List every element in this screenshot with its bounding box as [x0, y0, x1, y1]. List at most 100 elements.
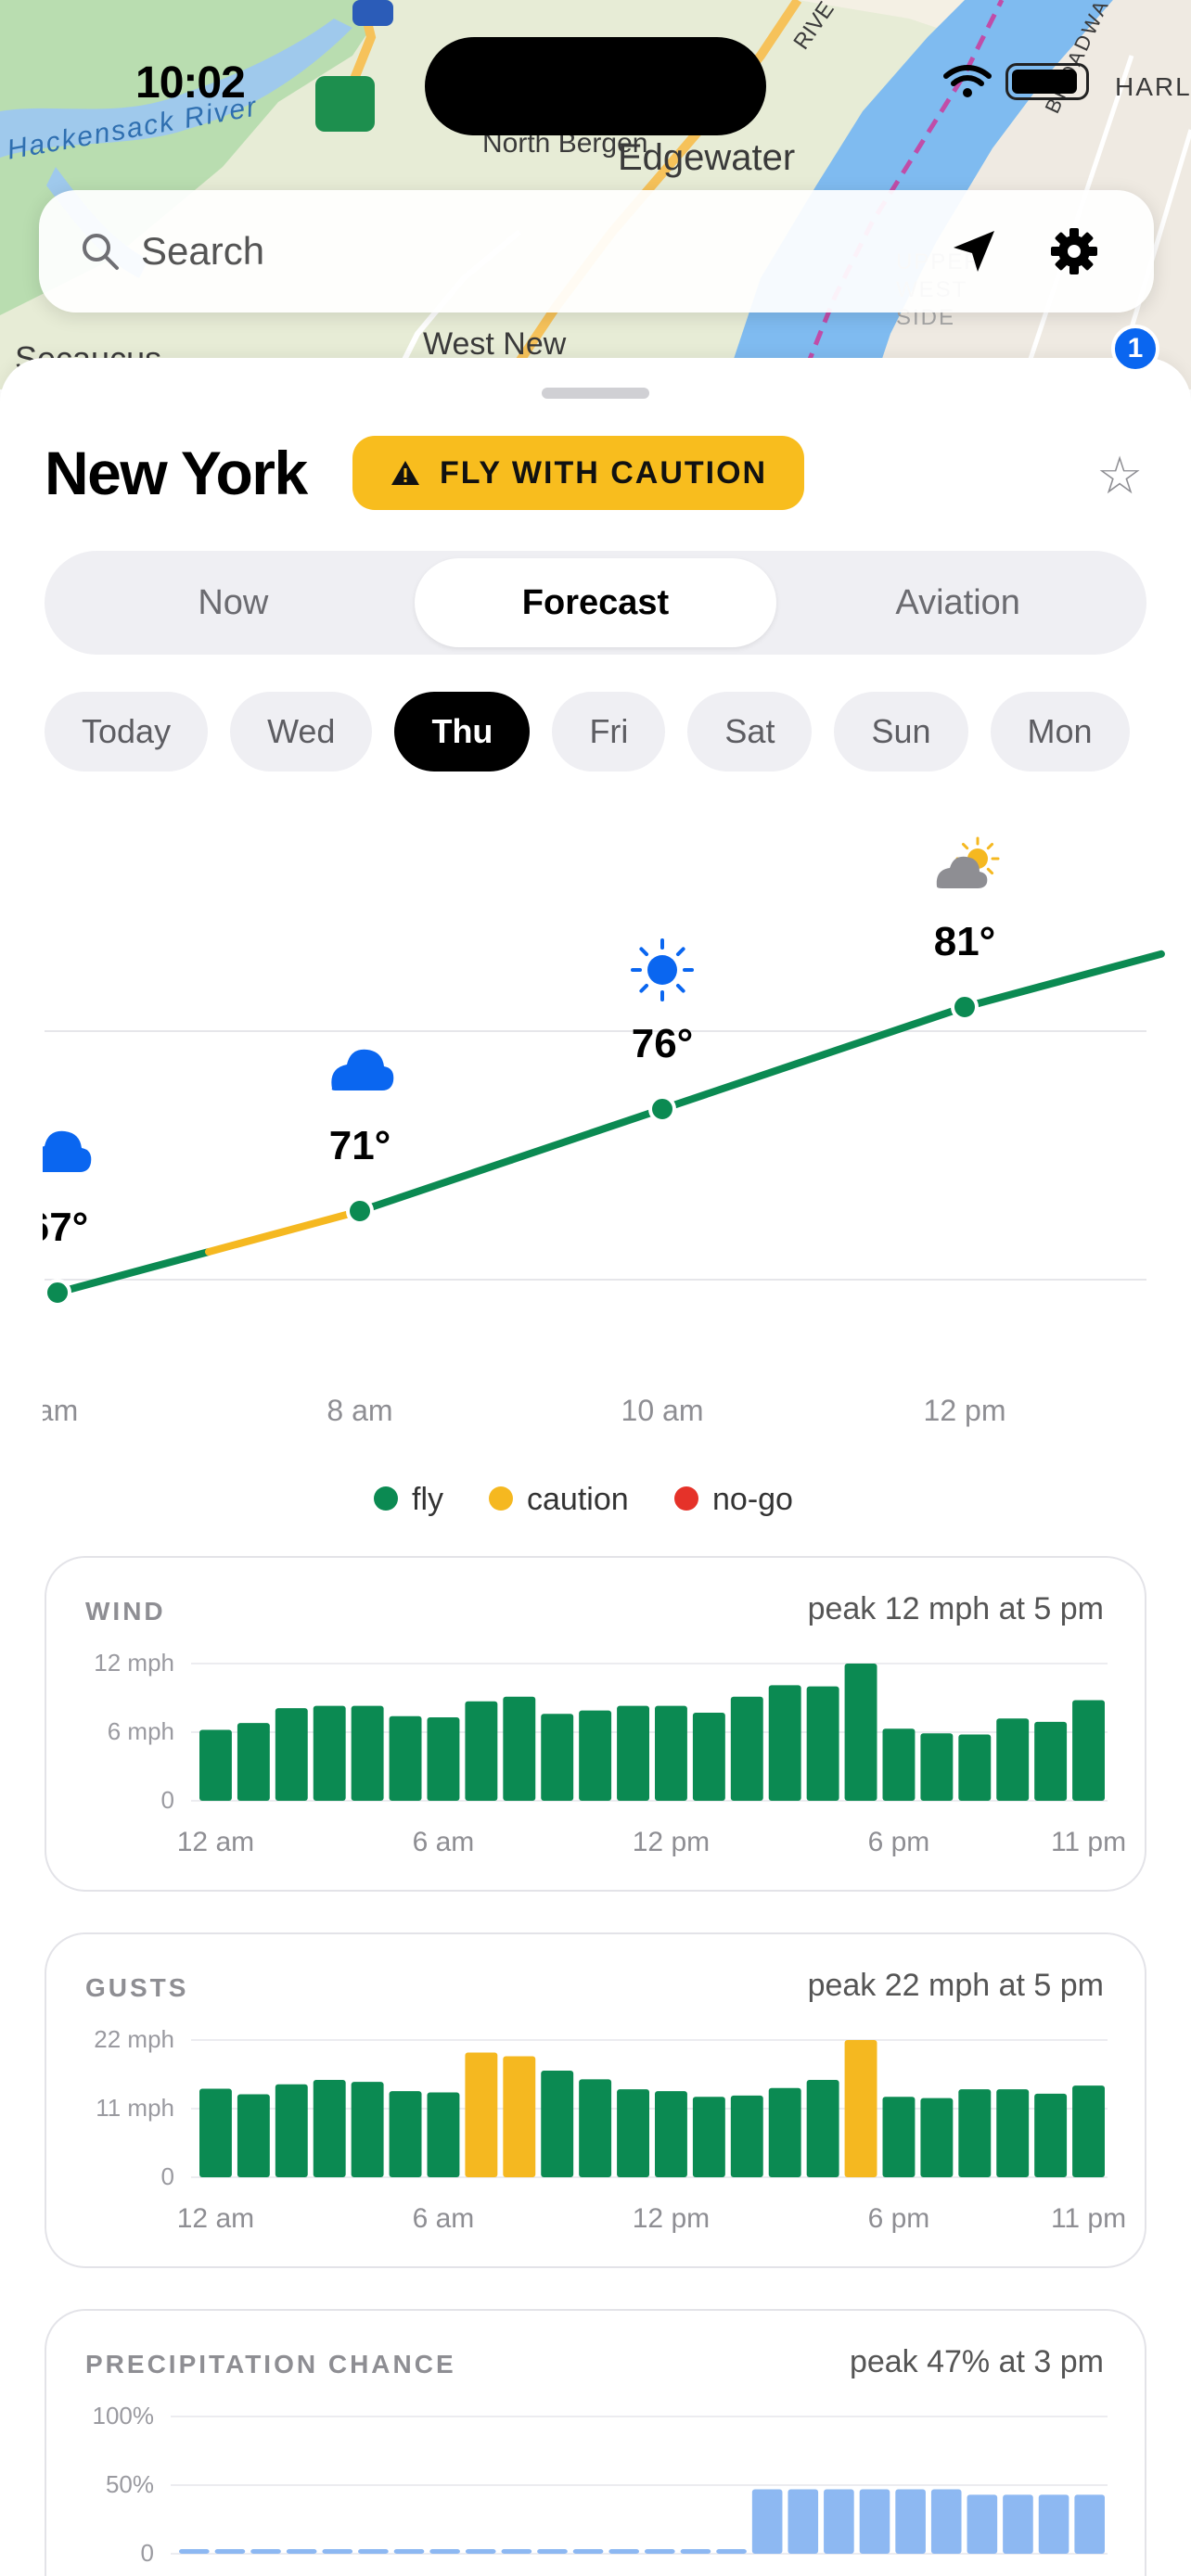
- temperature-line-segment: [659, 1054, 817, 1113]
- tab-aviation[interactable]: Aviation: [895, 582, 1020, 622]
- tab-forecast[interactable]: Forecast: [414, 558, 777, 647]
- day-chip-fri[interactable]: Fri: [552, 692, 666, 772]
- y-tick-label: 0: [161, 2162, 174, 2190]
- map-label: HARLE: [1115, 72, 1191, 101]
- gust-bar: [768, 2087, 801, 2177]
- temperature-point: [951, 993, 979, 1021]
- wind-peak: peak 12 mph at 5 pm: [807, 1591, 1104, 1626]
- temperature-line-segment: [205, 1207, 364, 1256]
- sun-core: [647, 955, 677, 985]
- precipitation-title: PRECIPITATION CHANCE: [85, 2350, 456, 2378]
- temperature-point: [648, 1095, 676, 1123]
- x-tick-label: am: [37, 1394, 78, 1427]
- temperature-point: [44, 1279, 71, 1307]
- cloud-shape: [29, 1130, 92, 1172]
- cloud-shape: [331, 1049, 394, 1090]
- gust-bar: [1072, 2085, 1105, 2177]
- status-time: 10:02: [135, 58, 246, 108]
- precipitation-bar: [1038, 2494, 1069, 2554]
- wind-title: WIND: [85, 1597, 166, 1626]
- precipitation-bar: [1074, 2494, 1105, 2554]
- gust-bar: [730, 2095, 763, 2177]
- wind-bar: [1072, 1700, 1105, 1801]
- gust-bar: [617, 2089, 649, 2177]
- sheet-grabber[interactable]: [542, 388, 649, 399]
- wind-bar: [806, 1686, 839, 1801]
- day-chip-thu[interactable]: Thu: [394, 692, 531, 772]
- temperature-label: 76°: [632, 1021, 694, 1066]
- wind-bar: [882, 1728, 916, 1801]
- gust-bar: [996, 2089, 1030, 2177]
- gust-bar: [541, 2070, 574, 2177]
- gust-bar: [844, 2040, 877, 2177]
- day-chip-sat[interactable]: Sat: [687, 692, 813, 772]
- current-location-button[interactable]: [946, 223, 1002, 279]
- day-chip-today[interactable]: Today: [45, 692, 209, 772]
- search-icon: [83, 234, 119, 270]
- wind-bar: [275, 1708, 308, 1801]
- notification-badge[interactable]: 1: [1111, 325, 1159, 373]
- temperature-line-segment: [507, 1105, 666, 1164]
- tab-now[interactable]: Now: [198, 582, 269, 622]
- gust-bar: [806, 2080, 839, 2177]
- sun-ray: [986, 867, 994, 875]
- y-tick-label: 0: [141, 2539, 154, 2567]
- chart-left-mask: [0, 835, 43, 1447]
- x-tick-label: 12 pm: [633, 2203, 710, 2234]
- gusts-title: GUSTS: [85, 1973, 189, 2002]
- wind-bar: [655, 1705, 687, 1801]
- x-tick-label: 6 am: [413, 1827, 475, 1857]
- x-tick-label: 12 pm: [924, 1394, 1006, 1427]
- sun-ray: [639, 983, 649, 993]
- sun-ray: [675, 947, 685, 957]
- wind-bar: [313, 1705, 346, 1801]
- precipitation-card: PRECIPITATION CHANCE peak 47% at 3 pm 10…: [45, 2309, 1146, 2576]
- legend-dot: [374, 1486, 398, 1511]
- y-tick-label: 100%: [93, 2402, 155, 2429]
- wind-bar: [730, 1696, 763, 1801]
- legend-label: fly: [412, 1482, 443, 1517]
- temperature-label: 71°: [329, 1123, 391, 1168]
- cloud-icon: [29, 1130, 92, 1172]
- wind-bar: [958, 1734, 992, 1801]
- gust-bar: [351, 2082, 384, 2177]
- precipitation-peak: peak 47% at 3 pm: [849, 2344, 1104, 2379]
- wind-card: WIND peak 12 mph at 5 pm 12 mph 6 mph 0 12 …: [45, 1556, 1146, 1892]
- favorite-star-icon[interactable]: ☆: [1096, 446, 1144, 504]
- dynamic-island: [425, 37, 766, 135]
- precipitation-bar: [286, 2549, 317, 2554]
- wind-bar: [541, 1714, 574, 1801]
- precipitation-bar: [429, 2549, 460, 2554]
- x-tick-label: 6 am: [413, 2203, 475, 2234]
- precipitation-bar: [537, 2549, 568, 2554]
- gust-bar: [275, 2084, 308, 2177]
- temperature-line-segment: [810, 1003, 968, 1062]
- y-tick-label: 50%: [106, 2470, 154, 2498]
- legend-label: no-go: [712, 1482, 793, 1517]
- gusts-peak: peak 22 mph at 5 pm: [807, 1968, 1104, 2003]
- precipitation-bar: [393, 2549, 425, 2554]
- y-tick-label: 6 mph: [108, 1717, 174, 1745]
- settings-button[interactable]: [1046, 223, 1102, 279]
- day-chip-wed[interactable]: Wed: [230, 692, 373, 772]
- precipitation-bar: [680, 2549, 711, 2554]
- day-chip-sun[interactable]: Sun: [834, 692, 968, 772]
- day-chip-mon[interactable]: Mon: [990, 692, 1130, 772]
- gusts-chart: 22 mph 11 mph 012 am 6 am 12 pm 6 pm 11 pm: [94, 2025, 1126, 2234]
- gust-bar: [882, 2097, 916, 2177]
- search-input[interactable]: [141, 229, 946, 274]
- wind-bar: [768, 1685, 801, 1801]
- sun-icon: [631, 938, 694, 1001]
- precipitation-bar: [930, 2489, 962, 2554]
- wind-bar: [237, 1723, 270, 1801]
- precipitation-bar: [967, 2494, 998, 2554]
- precipitation-bar: [751, 2489, 783, 2554]
- temperature-label: 81°: [934, 919, 996, 964]
- precipitation-bar: [788, 2489, 819, 2554]
- wind-bar: [389, 1715, 422, 1801]
- temperature-line-segment: [356, 1156, 515, 1215]
- wind-bar: [465, 1701, 498, 1801]
- precipitation-bar: [572, 2549, 604, 2554]
- precipitation-bar: [645, 2549, 675, 2554]
